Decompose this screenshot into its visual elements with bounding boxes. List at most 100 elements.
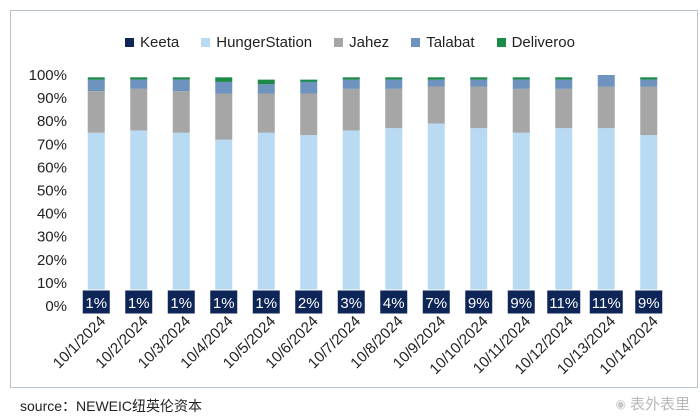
bar-segment-deliveroo	[87, 77, 105, 80]
legend-item-talabat: Talabat	[411, 32, 475, 52]
keeta-data-label: 1%	[213, 295, 235, 312]
keeta-data-label: 1%	[85, 295, 107, 312]
bar-segment-hungerstation	[427, 123, 445, 306]
bar-segment-deliveroo	[130, 77, 148, 80]
chart-frame	[10, 10, 698, 388]
keeta-label-box	[124, 289, 154, 315]
keeta-data-label: 9%	[468, 295, 490, 312]
y-tick-label: 80%	[37, 113, 67, 130]
keeta-label-box	[81, 289, 111, 315]
bar-segment-hungerstation	[555, 128, 573, 306]
bar-segment-talabat	[215, 81, 233, 94]
bar-segment-talabat	[427, 79, 445, 87]
bar-segment-deliveroo	[555, 77, 573, 80]
bar-segment-jahez	[215, 93, 233, 140]
y-tick-label: 40%	[37, 206, 67, 223]
keeta-label-box	[546, 289, 582, 315]
legend-swatch-hungerstation	[201, 37, 211, 47]
keeta-data-label: 1%	[170, 295, 192, 312]
keeta-data-label: 2%	[298, 295, 320, 312]
bar-segment-talabat	[385, 79, 403, 89]
keeta-label-box	[209, 289, 239, 315]
bar-segment-deliveroo	[385, 77, 403, 80]
bar-segment-hungerstation	[385, 128, 403, 306]
y-tick-label: 60%	[37, 159, 67, 176]
bar-segment-talabat	[470, 79, 488, 87]
bar-segment-deliveroo	[300, 79, 318, 82]
legend: Keeta HungerStation Jahez Talabat Delive…	[0, 32, 700, 52]
y-tick-label: 90%	[37, 90, 67, 107]
bar-segment-deliveroo	[427, 77, 445, 80]
keeta-data-label: 11%	[549, 295, 578, 312]
bar-segment-jahez	[512, 88, 530, 133]
keeta-data-label: 7%	[425, 295, 447, 312]
keeta-data-label: 9%	[638, 295, 660, 312]
source-note: source：NEWEIC纽英伦资本	[20, 398, 203, 414]
bar-segment-hungerstation	[597, 128, 615, 306]
y-tick-label: 50%	[37, 183, 67, 200]
bar-segment-jahez	[640, 86, 658, 136]
keeta-data-label: 3%	[340, 295, 362, 312]
keeta-label-box	[336, 289, 366, 315]
y-tick-label: 30%	[37, 229, 67, 246]
bar-segment-jahez	[597, 86, 615, 129]
watermark: ◉ 表外表里	[616, 393, 691, 414]
legend-label-hungerstation: HungerStation	[216, 33, 313, 51]
bar-segment-hungerstation	[172, 132, 190, 306]
bar-segment-talabat	[172, 79, 190, 92]
keeta-label-box	[421, 289, 451, 315]
bar-segment-jahez	[427, 86, 445, 124]
legend-swatch-talabat	[411, 37, 421, 47]
bar-segment-jahez	[342, 88, 360, 131]
keeta-label-box	[379, 289, 409, 315]
bar-segment-hungerstation	[512, 132, 530, 306]
bar-segment-talabat	[640, 79, 658, 87]
bar-segment-deliveroo	[640, 77, 658, 80]
legend-swatch-deliveroo	[496, 37, 506, 47]
bar-segment-deliveroo	[342, 77, 360, 80]
bar-segment-talabat	[342, 79, 360, 89]
bar-segment-talabat	[130, 79, 148, 89]
legend-item-keeta: Keeta	[125, 32, 179, 52]
bar-segment-hungerstation	[470, 128, 488, 306]
keeta-label-box	[588, 289, 624, 315]
bar-segment-deliveroo	[172, 77, 190, 80]
weibo-icon: ◉	[615, 396, 626, 411]
keeta-label-box	[634, 289, 664, 315]
legend-label-keeta: Keeta	[140, 33, 180, 51]
y-tick-label: 70%	[37, 136, 67, 153]
bar-segment-talabat	[87, 79, 105, 92]
bar-segment-hungerstation	[300, 135, 318, 306]
keeta-data-label: 1%	[255, 295, 277, 312]
bar-segment-hungerstation	[130, 130, 148, 306]
legend-item-deliveroo: Deliveroo	[496, 32, 575, 52]
y-tick-label: 0%	[45, 298, 67, 315]
bar-segment-hungerstation	[342, 130, 360, 306]
keeta-data-label: 1%	[128, 295, 150, 312]
keeta-label-box	[464, 289, 494, 315]
bar-segment-jahez	[470, 86, 488, 129]
bar-segment-deliveroo	[470, 77, 488, 80]
keeta-label-box	[294, 289, 324, 315]
keeta-label-box	[506, 289, 536, 315]
legend-label-talabat: Talabat	[426, 33, 475, 51]
keeta-label-box	[166, 289, 196, 315]
keeta-data-label: 11%	[592, 295, 621, 312]
bar-segment-jahez	[172, 91, 190, 133]
bar-segment-talabat	[597, 75, 615, 87]
legend-label-deliveroo: Deliveroo	[511, 33, 575, 51]
keeta-data-label: 4%	[383, 295, 405, 312]
bar-segment-hungerstation	[640, 135, 658, 306]
bar-segment-deliveroo	[215, 77, 233, 82]
bar-segment-talabat	[300, 81, 318, 94]
bar-segment-hungerstation	[257, 132, 275, 306]
legend-item-jahez: Jahez	[334, 32, 389, 52]
bar-segment-deliveroo	[512, 77, 530, 80]
y-tick-label: 20%	[37, 252, 67, 269]
bar-segment-talabat	[257, 84, 275, 94]
y-tick-label: 100%	[29, 67, 67, 84]
y-tick-label: 10%	[37, 275, 67, 292]
bar-segment-jahez	[130, 88, 148, 131]
keeta-label-box	[251, 289, 281, 315]
